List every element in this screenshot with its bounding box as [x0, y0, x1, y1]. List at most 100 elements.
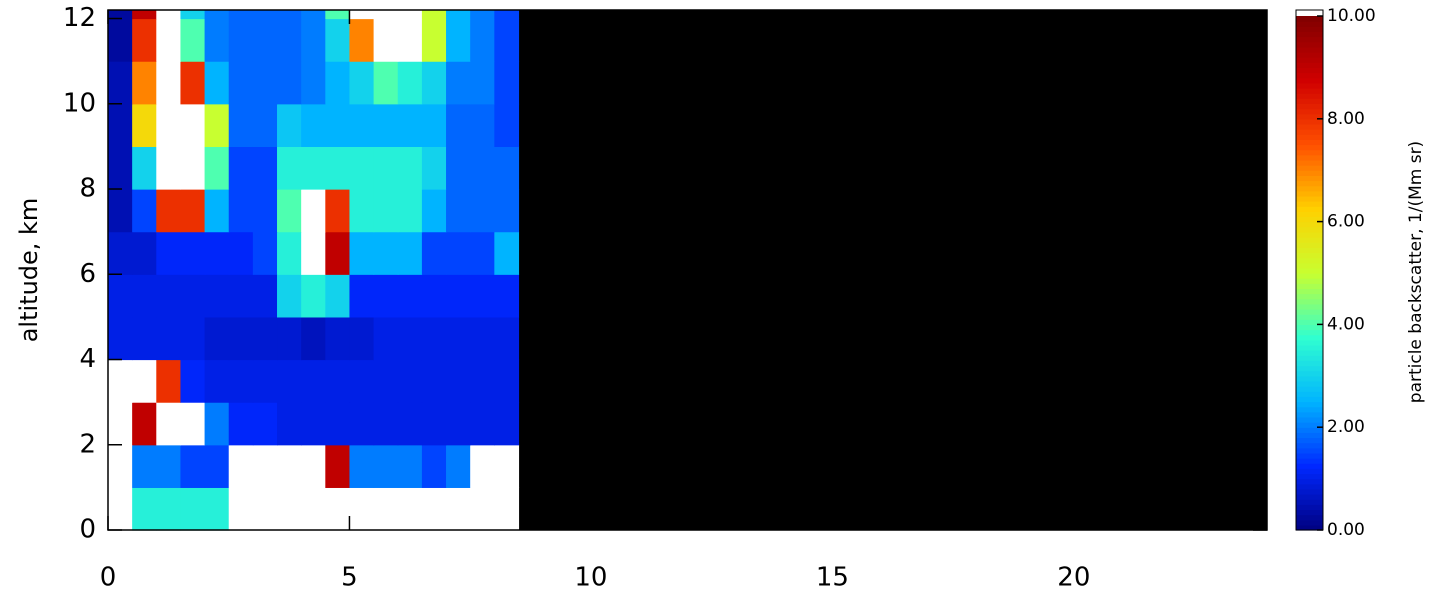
colorbar-swatch: [1296, 113, 1323, 120]
x-tick-label: 20: [1057, 563, 1090, 593]
heatmap-cell: [446, 189, 471, 233]
heatmap-cell: [349, 103, 375, 147]
heatmap-cell: [494, 231, 520, 275]
colorbar-swatch: [1296, 267, 1323, 274]
heatmap-cell: [373, 316, 399, 361]
colorbar-swatch: [1296, 252, 1323, 259]
heatmap-cell: [421, 10, 447, 20]
heatmap-cell: [204, 359, 230, 403]
colorbar-swatch: [1296, 57, 1323, 63]
heatmap-cell: [180, 189, 206, 233]
heatmap-cell: [494, 316, 520, 361]
colorbar-swatch: [1296, 103, 1323, 110]
colorbar-swatch: [1296, 123, 1323, 130]
heatmap-cell: [132, 274, 157, 318]
heatmap-cell: [132, 18, 157, 62]
colorbar-swatch: [1296, 231, 1323, 238]
heatmap-cell: [277, 61, 302, 105]
heatmap-cell: [494, 402, 520, 446]
heatmap-cell: [204, 18, 230, 62]
heatmap-cell: [132, 444, 157, 488]
heatmap-cell: [132, 359, 157, 403]
heatmap-cell: [470, 402, 495, 446]
heatmap-cell: [470, 146, 495, 190]
colorbar-swatch: [1296, 139, 1323, 146]
heatmap-cell: [494, 189, 520, 233]
heatmap-cell: [397, 146, 423, 190]
colorbar-swatch: [1296, 380, 1323, 387]
colorbar-swatch: [1296, 72, 1323, 79]
colorbar-swatch: [1296, 314, 1323, 320]
heatmap-cell: [373, 61, 399, 105]
heatmap-cell: [228, 146, 254, 190]
colorbar-swatch: [1296, 447, 1323, 454]
colorbar-swatch: [1296, 175, 1323, 182]
colorbar-swatch: [1296, 108, 1323, 115]
heatmap-cell: [180, 18, 206, 62]
heatmap-cell: [421, 146, 447, 190]
colorbar-swatch: [1296, 149, 1323, 156]
heatmap-cell: [156, 103, 182, 147]
heatmap-cell: [108, 231, 133, 275]
heatmap-cell: [397, 274, 423, 318]
colorbar-swatch: [1296, 134, 1323, 140]
heatmap-cell: [108, 103, 133, 147]
colorbar-swatch: [1296, 432, 1323, 439]
heatmap-cell: [349, 316, 375, 361]
heatmap-cell: [421, 103, 447, 147]
colorbar-swatch: [1296, 51, 1323, 58]
heatmap-cell: [470, 231, 495, 275]
colorbar-swatch: [1296, 67, 1323, 74]
colorbar-swatch: [1296, 350, 1323, 356]
heatmap-cell: [108, 146, 133, 190]
heatmap-cell: [325, 316, 351, 361]
colorbar-swatch: [1296, 16, 1323, 22]
heatmap-cell: [470, 103, 495, 147]
heatmap-cell: [277, 189, 302, 233]
colorbar-swatch: [1296, 494, 1323, 500]
heatmap-cell: [301, 402, 326, 446]
heatmap-cell: [421, 18, 447, 62]
colorbar-swatch: [1296, 278, 1323, 284]
heatmap-cell: [373, 189, 399, 233]
colorbar-swatch: [1296, 308, 1323, 315]
colorbar-swatch: [1296, 257, 1323, 264]
heatmap-cell: [252, 487, 278, 531]
colorbar-swatch: [1296, 483, 1323, 490]
heatmap-cell: [349, 10, 375, 20]
heatmap-cell: [277, 487, 302, 531]
heatmap-cell: [180, 274, 206, 318]
colorbar-tick-label: 0.00: [1327, 520, 1365, 540]
colorbar-swatch: [1296, 185, 1323, 192]
heatmap-cell: [108, 189, 133, 233]
heatmap-cell: [446, 18, 471, 62]
colorbar-swatch: [1296, 401, 1323, 408]
colorbar-label: particle backscatter, 1/(Mm sr): [1406, 141, 1426, 403]
heatmap-cell: [252, 189, 278, 233]
heatmap-cell: [397, 103, 423, 147]
heatmap-cell: [349, 231, 375, 275]
heatmap-cell: [156, 231, 182, 275]
heatmap-cell: [470, 189, 495, 233]
heatmap-cell: [180, 444, 206, 488]
colorbar-swatch: [1296, 165, 1323, 171]
heatmap-cell: [132, 61, 157, 105]
colorbar-over: [1296, 10, 1323, 16]
heatmap-cell: [277, 444, 302, 488]
heatmap-cell: [301, 316, 326, 361]
heatmap-cell: [156, 402, 182, 446]
colorbar-swatch: [1296, 211, 1323, 218]
heatmap-cell: [301, 146, 326, 190]
colorbar-swatch: [1296, 524, 1323, 531]
heatmap-cell: [277, 103, 302, 147]
heatmap-cell: [421, 359, 447, 403]
colorbar-swatch: [1296, 365, 1323, 372]
heatmap-cell: [349, 18, 375, 62]
heatmap-cell: [228, 18, 254, 62]
heatmap-cell: [132, 487, 157, 531]
colorbar-swatch: [1296, 499, 1323, 505]
heatmap-cell: [373, 444, 399, 488]
heatmap-cell: [301, 10, 326, 20]
heatmap-cell: [132, 10, 157, 20]
x-tick-label: 5: [341, 563, 358, 593]
